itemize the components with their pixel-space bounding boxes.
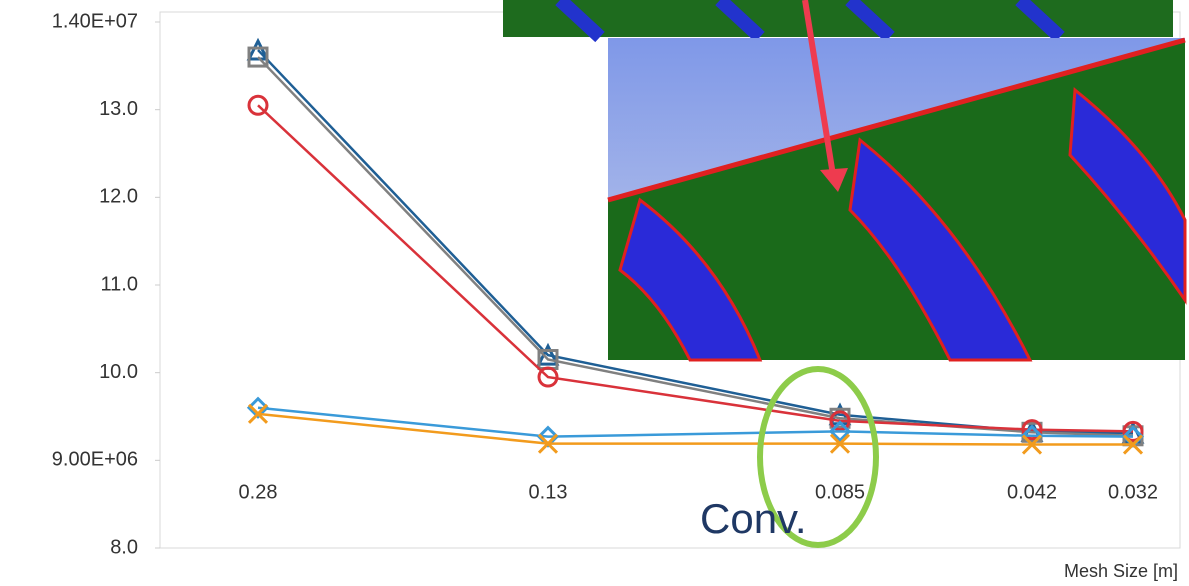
chart: 8.0 9.00E+06 10.0 11.0 12.0 13.0 1.40E+07 0.28 0… xyxy=(0,0,1189,586)
y-tick-label: 13.0 xyxy=(99,98,138,120)
page: 8.0 9.00E+06 10.0 11.0 12.0 13.0 1.40E+07 0.28 0… xyxy=(0,0,1189,586)
inset-images xyxy=(503,0,1185,360)
y-tick-label: 10.0 xyxy=(99,361,138,383)
annotation: Conv. xyxy=(700,495,807,542)
x-tick-label: 0.13 xyxy=(529,481,568,503)
x-axis-label: Mesh Size [m] xyxy=(1064,561,1178,581)
x-tick-label: 0.032 xyxy=(1108,481,1158,503)
x-tick-label: 0.28 xyxy=(239,481,278,503)
y-tick-label: 11.0 xyxy=(101,273,138,295)
y-tick-label: 12.0 xyxy=(99,186,138,208)
y-tick-label: 9.00E+06 xyxy=(52,449,138,471)
x-tick-label: 0.042 xyxy=(1007,481,1057,503)
series-line xyxy=(258,408,1133,437)
x-tick-label: 0.085 xyxy=(815,481,865,503)
y-tick-label: 8.0 xyxy=(110,536,138,558)
y-tick-label: 1.40E+07 xyxy=(52,10,138,32)
